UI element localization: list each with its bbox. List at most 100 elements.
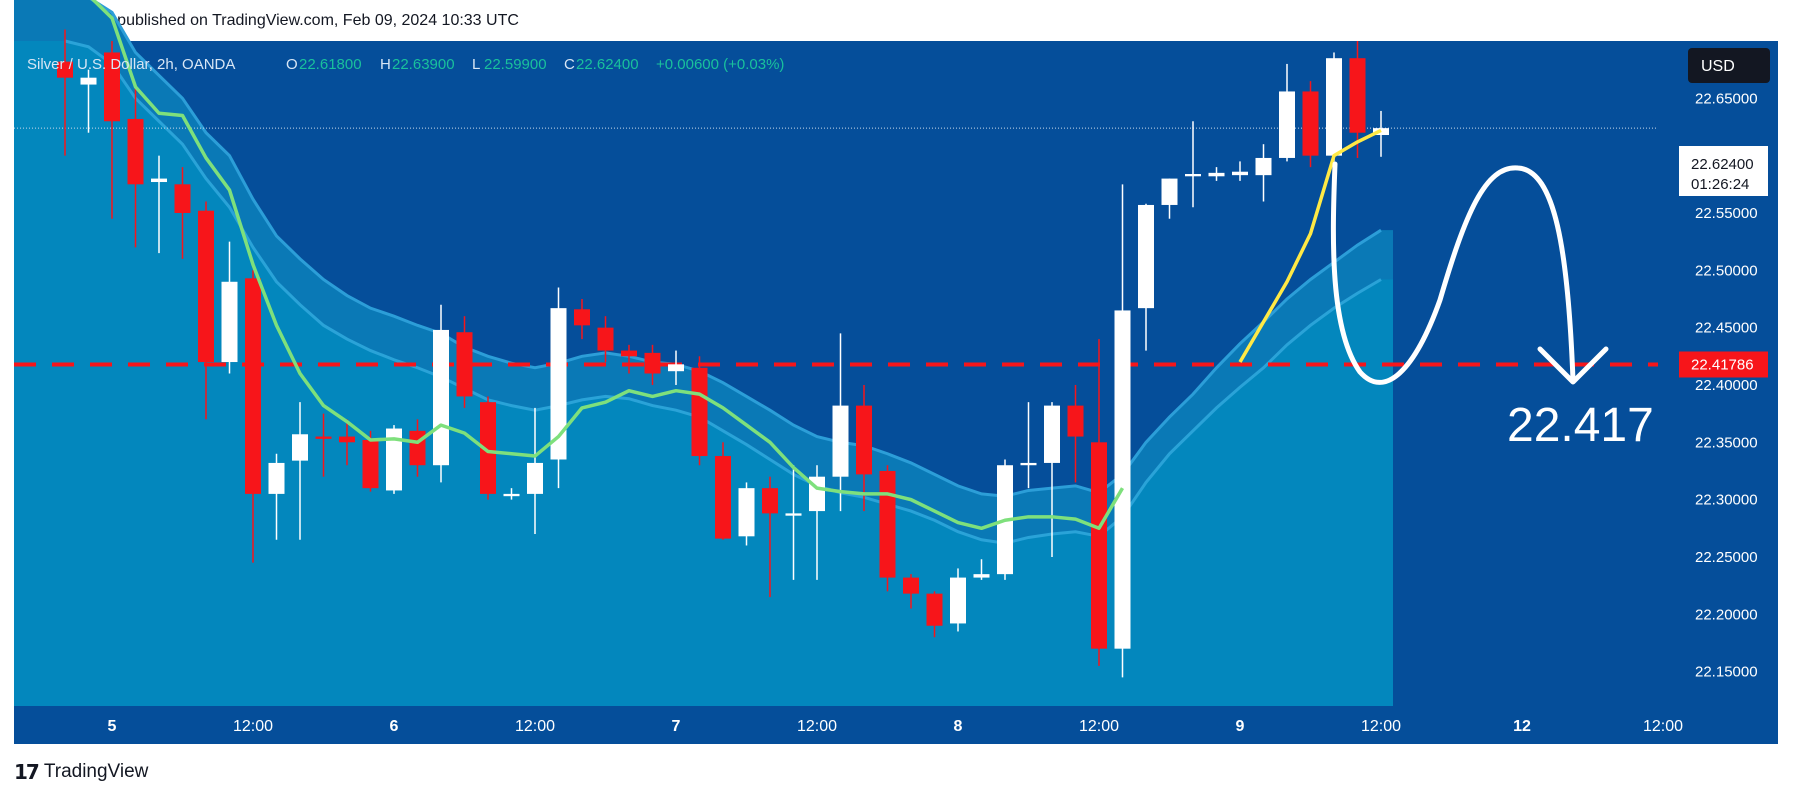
price-tick-label: 22.25000 (1695, 549, 1758, 566)
price-tick-label: 22.20000 (1695, 606, 1758, 623)
candle-body (151, 178, 167, 183)
current-price-tag: 22.62400 01:26:24 (1679, 146, 1768, 196)
candle-body (1279, 91, 1295, 158)
time-axis-ticks: 5 12:00 6 12:00 7 12:00 8 12:00 9 12:00 12 12:00 (108, 718, 1684, 735)
candle-body (738, 488, 755, 537)
candle-body (597, 327, 614, 351)
candle-body (480, 402, 496, 494)
candle-body (80, 77, 97, 85)
currency-label: USD (1701, 58, 1735, 75)
moving-averages (90, 0, 1382, 531)
candle-body (691, 367, 708, 457)
candle-body (574, 309, 590, 326)
candle-body (762, 488, 778, 514)
legend-c-value: 22.62400 (576, 56, 639, 73)
candle-body (104, 52, 120, 122)
target-annotation: 22.417 (1507, 399, 1654, 452)
candle-body (1138, 204, 1154, 309)
candle-body (832, 405, 849, 477)
price-tick-label: 22.15000 (1695, 664, 1758, 681)
legend-o-label: O (286, 56, 298, 73)
candle-body (1255, 157, 1272, 176)
candle-body (221, 281, 238, 363)
candle-body (785, 513, 802, 516)
tradingview-brand: TradingView (43, 761, 149, 782)
time-tick-label: 12:00 (1079, 718, 1119, 735)
candle-body (1232, 171, 1248, 176)
price-tick-label: 22.55000 (1695, 205, 1758, 222)
legend-h-value: 22.63900 (392, 56, 455, 73)
candle-body (1302, 91, 1319, 156)
candle-body (621, 350, 637, 357)
time-tick-label: 12:00 (797, 718, 837, 735)
candle-body (433, 329, 449, 466)
time-tick-label: 8 (954, 718, 963, 735)
candle-body (503, 493, 520, 497)
price-tick-label: 22.65000 (1695, 90, 1758, 107)
candle-body (715, 456, 731, 539)
legend-change: +0.00600 (+0.03%) (656, 56, 784, 73)
candle-body (879, 470, 896, 578)
legend-o-value: 22.61800 (299, 56, 362, 73)
level-price-value: 22.41786 (1691, 356, 1754, 373)
candle-body (1114, 310, 1131, 649)
band-layer (14, 0, 1393, 706)
time-tick-label: 12:00 (515, 718, 555, 735)
candle-body (409, 430, 426, 466)
candle-body (198, 210, 214, 363)
candles (57, 29, 1389, 678)
candle-body (127, 118, 144, 185)
candle-body (527, 462, 543, 494)
level-price-tag: 22.41786 (1679, 351, 1768, 378)
candle-body (903, 577, 919, 594)
candle-body (386, 428, 402, 491)
candle-body (1185, 174, 1201, 177)
candle-body (1349, 58, 1366, 133)
time-axis[interactable] (14, 706, 1778, 744)
legend-l-label: L (472, 56, 480, 73)
price-tick-label: 22.40000 (1695, 377, 1758, 394)
ma-yellow-line (1238, 128, 1382, 363)
time-tick-label: 12:00 (1643, 718, 1683, 735)
time-tick-label: 12 (1513, 718, 1531, 735)
time-tick-label: 5 (108, 718, 117, 735)
upper-band-line (89, 0, 1382, 498)
candle-body (362, 440, 379, 489)
price-tick-label: 22.50000 (1695, 262, 1758, 279)
time-tick-label: 9 (1236, 718, 1245, 735)
projection-curve[interactable] (1330, 161, 1576, 385)
candle-body (950, 577, 966, 624)
candle-body (1326, 58, 1342, 156)
time-tick-label: 12:00 (233, 718, 273, 735)
candle-body (315, 436, 332, 439)
candle-body (268, 462, 285, 494)
candle-body (1208, 172, 1225, 177)
candle-body (926, 593, 943, 626)
candle-body (57, 61, 73, 78)
ma-green-line (90, 0, 1125, 531)
current-price-value: 22.62400 (1691, 156, 1754, 173)
price-tick-label: 22.45000 (1695, 320, 1758, 337)
candle-body (1091, 442, 1107, 649)
tradingview-logo-icon: 17 (14, 760, 40, 784)
projection-drawing[interactable] (1330, 161, 1609, 385)
time-tick-label: 6 (390, 718, 399, 735)
candle-body (174, 184, 191, 213)
publisher-header: UnitedSignals published on TradingView.c… (14, 12, 519, 29)
projection-arrowhead[interactable] (1537, 346, 1609, 385)
legend-l-value: 22.59900 (484, 56, 547, 73)
currency-button[interactable]: USD (1688, 48, 1770, 83)
candle-body (644, 352, 661, 374)
candle-body (550, 308, 567, 460)
candle-body (1044, 405, 1060, 463)
candle-body (1020, 462, 1037, 466)
candle-body (1161, 178, 1178, 205)
tradingview-footer[interactable]: 17 TradingView (14, 760, 148, 784)
plot-area[interactable] (14, 0, 1658, 706)
candle-body (856, 405, 872, 475)
time-tick-label: 12:00 (1361, 718, 1401, 735)
lower-band-fill (14, 41, 1393, 706)
legend-c-label: C (564, 56, 575, 73)
legend-h-label: H (380, 56, 391, 73)
